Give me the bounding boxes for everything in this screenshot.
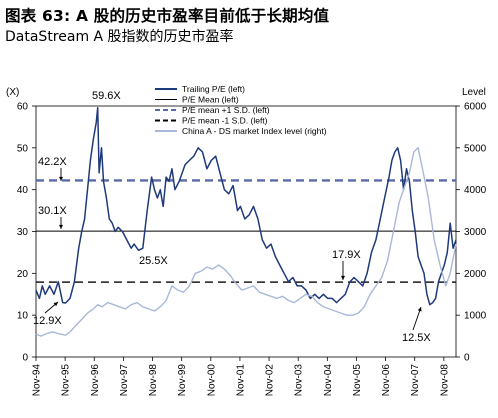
- value-annotation: 12.5X: [402, 332, 431, 344]
- left-axis-tick-label: 60: [17, 102, 29, 113]
- left-axis-tick-label: 40: [17, 185, 29, 196]
- x-axis-tick-label: Nov-99: [177, 364, 188, 397]
- left-axis-tick-label: 50: [17, 143, 29, 154]
- x-axis-tick-label: Nov-04: [323, 364, 334, 397]
- left-axis-unit: (X): [6, 87, 19, 98]
- x-axis-tick-label: Nov-01: [235, 364, 246, 397]
- legend-entry-label: P/E mean +1 S.D. (left): [182, 105, 270, 115]
- legend-entry-label: P/E Mean (left): [182, 95, 239, 105]
- right-axis-tick-label: 3000: [464, 227, 487, 238]
- value-annotation: 30.1X: [38, 205, 67, 217]
- right-axis-unit: Level: [462, 87, 486, 98]
- value-annotation: 25.5X: [139, 255, 168, 267]
- trailing-pe-series-line: [35, 106, 457, 306]
- value-annotation: 17.9X: [332, 249, 361, 261]
- x-axis-tick-label: Nov-96: [90, 364, 101, 397]
- x-axis-tick-label: Nov-07: [410, 364, 421, 397]
- annotation-arrowhead: [59, 176, 63, 181]
- x-axis-tick-label: Nov-00: [206, 364, 217, 397]
- legend-entry-label: P/E mean -1 S.D. (left): [182, 116, 268, 126]
- x-axis-tick-label: Nov-97: [119, 364, 130, 397]
- right-axis-tick-label: 4000: [464, 185, 487, 196]
- x-axis-tick-label: Nov-95: [61, 364, 72, 397]
- value-annotation: 12.9X: [33, 315, 62, 327]
- legend-entry-label: Trailing P/E (left): [182, 84, 245, 94]
- right-axis-tick-label: 5000: [464, 143, 487, 154]
- chart-subtitle: DataStream A 股指数的历史市盈率: [5, 29, 234, 45]
- x-axis-tick-label: Nov-94: [32, 364, 43, 397]
- index-level-series-line: [35, 147, 457, 337]
- annotation-arrowhead: [53, 302, 58, 307]
- x-axis-tick-label: Nov-98: [148, 364, 159, 397]
- x-axis-tick-label: Nov-08: [439, 364, 450, 397]
- right-axis-tick-label: 2000: [464, 269, 487, 280]
- x-axis-tick-label: Nov-03: [294, 364, 305, 397]
- right-axis-tick-label: 0: [464, 353, 470, 364]
- legend-entry-label: China A - DS market Index level (right): [182, 126, 327, 136]
- left-axis-tick-label: 0: [22, 353, 28, 364]
- annotation-arrowhead: [59, 224, 63, 229]
- right-axis-tick-label: 1000: [464, 311, 487, 322]
- value-annotation: 59.6X: [92, 90, 121, 102]
- left-axis-tick-label: 30: [17, 227, 29, 238]
- value-annotation: 42.2X: [38, 156, 67, 168]
- x-axis-tick-label: Nov-02: [265, 364, 276, 397]
- chart-title: 图表 63: A 股的历史市盈率目前低于长期均值: [5, 7, 330, 25]
- right-axis-tick-label: 6000: [464, 102, 487, 113]
- x-axis-tick-label: Nov-06: [381, 364, 392, 397]
- left-axis-tick-label: 20: [17, 269, 29, 280]
- annotation-arrowhead: [341, 275, 345, 280]
- annotation-arrowhead: [417, 307, 422, 312]
- x-axis-tick-label: Nov-05: [352, 364, 363, 397]
- left-axis-tick-label: 10: [17, 311, 29, 322]
